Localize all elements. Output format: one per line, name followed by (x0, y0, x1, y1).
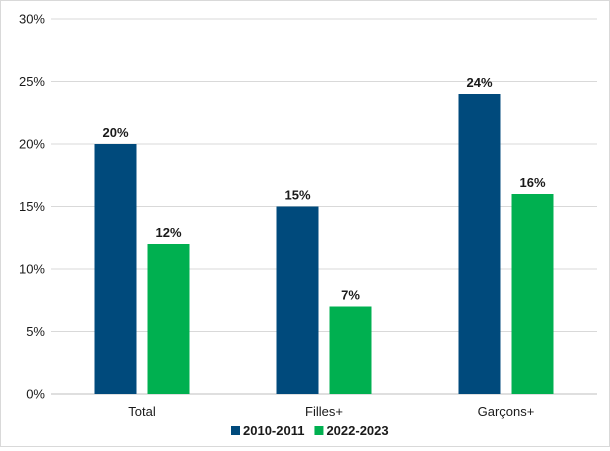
legend-swatch (231, 426, 240, 435)
y-axis: 0% 5% 10% 15% 20% 25% 30% (19, 12, 45, 402)
y-tick-label: 15% (19, 199, 45, 214)
data-label: 16% (519, 175, 545, 190)
bar-2022-2023-Total (147, 244, 190, 394)
x-tick-label: Garçons+ (478, 404, 535, 419)
legend: 2010-2011 2022-2023 (231, 423, 389, 438)
y-tick-label: 25% (19, 74, 45, 89)
data-label: 15% (284, 188, 310, 203)
bar-2010-2011-Filles+ (276, 206, 319, 394)
data-labels: 20% 12% 15% 7% 24% 16% (102, 75, 545, 303)
data-label: 24% (466, 75, 492, 90)
bars (94, 94, 554, 394)
x-tick-label: Total (128, 404, 156, 419)
bar-2010-2011-Garçons+ (458, 94, 501, 394)
bar-2022-2023-Filles+ (329, 306, 372, 394)
x-tick-label: Filles+ (305, 404, 343, 419)
x-axis: Total Filles+ Garçons+ (128, 404, 534, 419)
y-tick-label: 20% (19, 137, 45, 152)
bar-2022-2023-Garçons+ (511, 194, 554, 394)
data-label: 7% (341, 288, 360, 303)
data-label: 12% (155, 225, 181, 240)
y-tick-label: 10% (19, 262, 45, 277)
gridlines (51, 18, 597, 395)
legend-swatch (314, 426, 324, 435)
data-label: 20% (102, 125, 128, 140)
legend-label: 2022-2023 (326, 423, 388, 438)
bar-2010-2011-Total (94, 144, 137, 394)
y-tick-label: 5% (26, 324, 45, 339)
y-tick-label: 0% (26, 387, 45, 402)
legend-label: 2010-2011 (243, 423, 304, 438)
y-tick-label: 30% (19, 12, 45, 27)
